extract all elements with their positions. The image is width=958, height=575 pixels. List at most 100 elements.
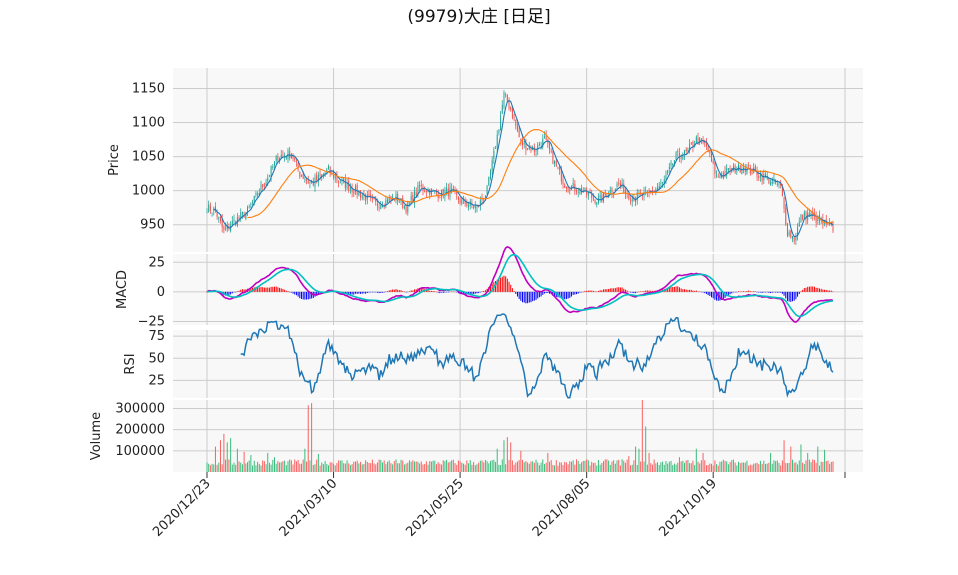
candle-body [699, 137, 701, 143]
candle-body [476, 205, 478, 208]
volume-bar [395, 459, 397, 472]
volume-bar [748, 465, 750, 472]
macd-hist-bar [241, 289, 243, 292]
volume-bar [471, 464, 473, 472]
candle-body [802, 214, 804, 220]
candle-body [805, 210, 807, 220]
candle-body [376, 203, 378, 206]
volume-bar [716, 464, 718, 472]
macd-hist-bar [307, 291, 309, 300]
candle-body [700, 139, 702, 141]
volume-bar [687, 459, 689, 472]
candle-body [525, 141, 527, 151]
vol-tick-label: 100000 [115, 444, 165, 459]
macd-hist-bar [240, 289, 242, 292]
volume-bar [236, 448, 238, 472]
macd-hist-bar [614, 288, 616, 292]
vol-tick-label: 300000 [115, 401, 165, 416]
macd-hist-bar [365, 291, 367, 294]
volume-bar [373, 463, 375, 472]
volume-bar [813, 460, 815, 472]
candle-body [781, 186, 783, 197]
macd-hist-bar [522, 291, 524, 303]
candle-body [412, 194, 414, 203]
volume-bar [667, 463, 669, 472]
volume-bar [761, 463, 763, 472]
volume-bar [376, 462, 378, 472]
volume-bar [660, 462, 662, 472]
candle-body [402, 197, 404, 208]
volume-bar [545, 462, 547, 472]
macd-hist-bar [363, 291, 365, 294]
volume-bar [370, 463, 372, 472]
candle-body [576, 191, 578, 193]
candle-body [267, 177, 269, 182]
candle-body [268, 175, 270, 177]
volume-bar [454, 463, 456, 472]
volume-bar [543, 464, 545, 472]
macd-hist-bar [538, 291, 540, 298]
macd-hist-bar [414, 289, 416, 292]
volume-bar [564, 461, 566, 472]
candle-body [285, 157, 287, 159]
volume-bar [427, 464, 429, 472]
volume-bar [466, 460, 468, 472]
macd-hist-bar [815, 287, 817, 292]
ma-long-line [247, 129, 834, 224]
candle-body [270, 166, 272, 177]
candle-body [761, 175, 763, 181]
candle-body [255, 193, 257, 196]
macd-hist-bar [660, 289, 662, 292]
volume-bar [537, 462, 539, 472]
volume-bar [393, 461, 395, 472]
macd-hist-bar [825, 290, 827, 292]
macd-hist-bar [400, 290, 402, 292]
macd-hist-bar [395, 289, 397, 292]
macd-hist-bar [280, 288, 282, 292]
volume-bar [275, 463, 277, 472]
macd-hist-bar [743, 291, 745, 292]
volume-bar [643, 461, 645, 472]
candle-body [319, 174, 321, 176]
volume-bar [619, 465, 621, 472]
candle-body [712, 160, 714, 164]
volume-bar [307, 405, 309, 472]
macd-hist-bar [626, 290, 628, 292]
macd-hist-bar [739, 291, 741, 293]
candle-body [738, 164, 740, 171]
volume-bar [439, 463, 441, 472]
macd-hist-bar [731, 291, 733, 294]
volume-bar [618, 459, 620, 472]
volume-bar [577, 461, 579, 472]
candle-body [790, 230, 792, 238]
volume-bar [694, 465, 696, 472]
volume-bar [511, 460, 513, 472]
macd-hist-bar [738, 291, 740, 292]
volume-bar [658, 464, 660, 472]
volume-bar [753, 463, 755, 472]
candle-body [346, 182, 348, 189]
volume-bar [540, 462, 542, 472]
candle-body [758, 175, 760, 179]
candle-body [592, 198, 594, 200]
macd-hist-bar [300, 291, 302, 299]
macd-hist-bar [250, 288, 252, 292]
volume-bar [292, 464, 294, 472]
volume-bar [523, 462, 525, 472]
volume-bar [579, 464, 581, 472]
macd-hist-bar [791, 291, 794, 302]
candle-body [214, 206, 216, 211]
macd-hist-bar [554, 291, 556, 297]
candle-body [705, 143, 707, 147]
volume-bar [829, 463, 831, 472]
volume-bar [756, 462, 758, 472]
volume-bar [793, 462, 795, 472]
volume-bar [353, 461, 355, 472]
volume-bar [322, 464, 324, 472]
macd-hist-bar [685, 289, 687, 292]
volume-bar [557, 465, 559, 472]
macd-hist-bar [732, 291, 734, 293]
macd-hist-bar [231, 291, 233, 294]
macd-hist-bar [513, 290, 515, 292]
macd-hist-bar [435, 291, 437, 293]
